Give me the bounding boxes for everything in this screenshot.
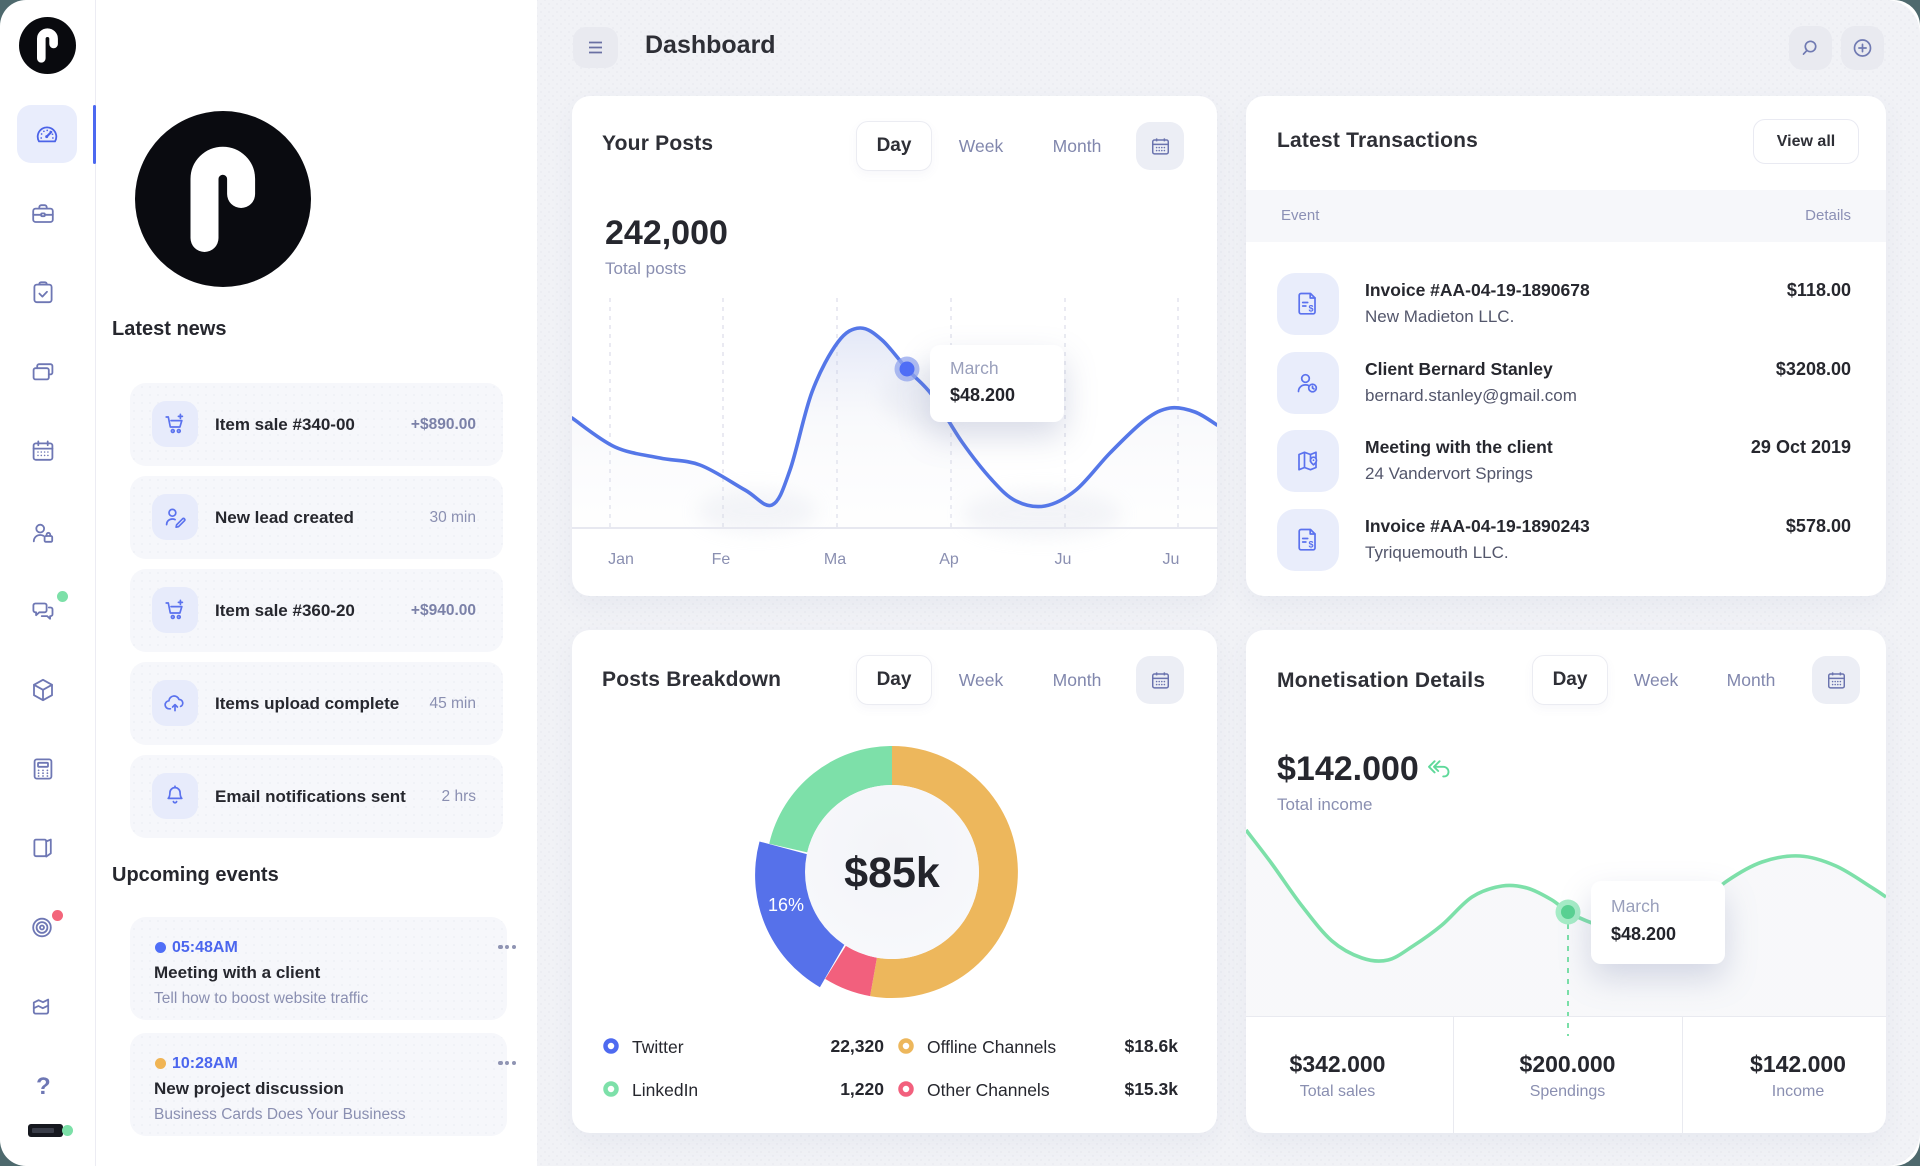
svg-text:Ju: Ju — [1055, 551, 1072, 568]
svg-text:$: $ — [1309, 540, 1314, 550]
svg-text:16%: 16% — [768, 895, 804, 915]
svg-text:$: $ — [1309, 304, 1314, 314]
svg-text:$85k: $85k — [844, 849, 940, 897]
svg-text:Ju: Ju — [1163, 551, 1180, 568]
svg-text:Fe: Fe — [712, 551, 731, 568]
svg-text:Ma: Ma — [824, 551, 846, 568]
svg-text:Jan: Jan — [608, 551, 634, 568]
svg-text:Ap: Ap — [939, 551, 959, 568]
